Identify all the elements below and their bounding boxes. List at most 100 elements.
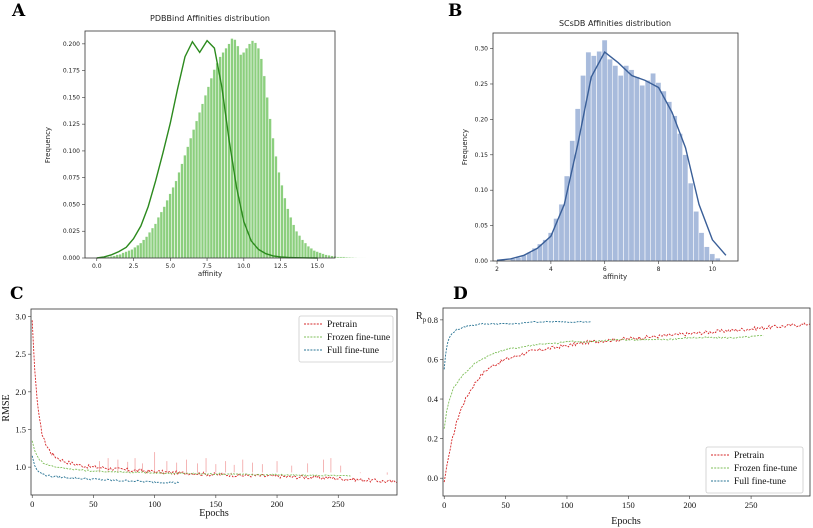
histogram-bar <box>206 86 210 259</box>
legend: Pretrain Frozen fine-tune Full fine-tune <box>705 446 804 494</box>
x-tick-label: 12.5 <box>274 263 288 270</box>
histogram-bar <box>280 185 284 259</box>
x-axis-label: Epochs <box>611 516 641 527</box>
histogram-bar <box>268 118 272 259</box>
histogram-bar <box>151 227 154 259</box>
histogram-bar <box>515 257 522 262</box>
series-line <box>443 322 811 483</box>
series-line <box>31 440 351 477</box>
histogram-bar <box>650 73 656 262</box>
histogram-bar <box>342 256 346 259</box>
legend-label: Frozen fine-tune <box>734 463 797 474</box>
x-tick-label: 150 <box>622 500 635 510</box>
y-axis-label-sub: p <box>423 316 427 324</box>
legend-label: Pretrain <box>327 320 357 330</box>
histogram-bar <box>318 252 322 259</box>
histogram-bar <box>248 43 252 259</box>
kde-curve <box>496 51 727 261</box>
line-chart-rp: 0 50 100 150 200 250 0.0 0.2 0.4 0.6 0.8 Epochs Rp… <box>416 307 811 527</box>
x-tick-label: 0.0 <box>92 263 102 270</box>
histogram-bar <box>168 193 172 259</box>
y-tick-label: 3.0 <box>15 312 26 322</box>
y-tick-label: 0.100 <box>63 148 80 155</box>
x-tick-label: 50 <box>501 500 510 510</box>
plot-frame <box>492 32 739 262</box>
histogram-bar <box>345 256 349 259</box>
series-line <box>31 455 180 484</box>
series-line <box>443 320 592 370</box>
histogram-bar <box>277 172 281 259</box>
histogram-bar <box>233 39 237 259</box>
chart-title: PDBBind Affinities distribution <box>150 14 270 23</box>
histogram-bar <box>591 55 597 262</box>
x-tick-label: 250 <box>332 499 345 509</box>
histogram-bar <box>153 223 157 259</box>
histogram-bar <box>209 77 213 259</box>
y-tick-label: 0.30 <box>475 46 489 53</box>
histogram-bar <box>677 133 683 262</box>
histogram-bar <box>698 232 705 262</box>
y-tick-label: 0.00 <box>475 258 489 265</box>
y-axis-label: Frequency <box>44 127 52 163</box>
histogram-bar <box>580 75 586 262</box>
histogram-bar <box>688 182 694 262</box>
histogram-bar <box>644 80 651 262</box>
histogram-bar <box>693 211 699 262</box>
y-tick-label: 0.8 <box>427 315 438 325</box>
histogram-bar <box>295 231 299 259</box>
y-tick-label: 2.5 <box>15 349 26 359</box>
legend-label: Full fine-tune <box>734 476 786 487</box>
axis-ticks: 0 50 100 150 200 250 1.0 1.5 2.0 2.5 3.0 <box>15 312 344 509</box>
histogram-bar <box>142 239 146 259</box>
legend-label: Frozen fine-tune <box>327 332 390 343</box>
histogram-bar <box>564 175 570 262</box>
y-tick-label: 0.6 <box>427 354 438 364</box>
y-tick-label: 0.000 <box>63 255 80 262</box>
histogram-bar <box>283 197 287 259</box>
histogram-bar <box>306 246 310 259</box>
x-tick-label: 15.0 <box>311 263 325 270</box>
chart-title: SCsDB Affinities distribution <box>559 19 671 28</box>
y-tick-label: 0.15 <box>475 152 489 159</box>
histogram-bar <box>661 90 667 262</box>
histogram-bar <box>242 52 246 259</box>
histogram-bar <box>174 180 178 259</box>
histogram-bar <box>601 39 608 262</box>
histogram-bar <box>628 69 635 262</box>
legend-box <box>705 446 804 494</box>
y-tick-label: 0.25 <box>475 81 489 88</box>
histogram-bar <box>607 59 613 262</box>
histogram-bar <box>292 224 296 259</box>
plot-frame <box>442 307 811 497</box>
y-tick-label: 0.175 <box>63 68 80 75</box>
histogram-bar <box>156 217 160 259</box>
panel-letter-d: D <box>453 284 468 304</box>
kde-curve <box>96 39 318 259</box>
x-tick-label: 10 <box>709 266 717 273</box>
histogram-bar <box>327 255 331 259</box>
histogram-bar <box>574 108 581 262</box>
x-tick-label: 250 <box>745 500 758 510</box>
histogram-bar <box>271 137 275 259</box>
plot-frame <box>30 308 398 496</box>
x-tick-label: 200 <box>683 500 696 510</box>
x-tick-label: 0 <box>30 499 34 509</box>
histogram-bar <box>236 45 240 259</box>
histogram-bar <box>596 51 602 262</box>
histogram-bar <box>139 242 143 259</box>
x-tick-label: 150 <box>209 499 222 509</box>
y-tick-label: 0.150 <box>63 94 80 101</box>
histogram-bar <box>339 256 343 259</box>
histogram-bar <box>159 211 163 259</box>
x-tick-label: 200 <box>271 499 284 509</box>
histogram-bar <box>192 129 196 259</box>
histogram-bar <box>666 101 672 262</box>
y-tick-label: 0.4 <box>427 394 438 404</box>
histogram-bar <box>558 204 565 262</box>
y-tick-label: 1.5 <box>15 424 26 434</box>
histogram-bar <box>348 257 352 259</box>
histogram-bar <box>256 47 260 259</box>
line-chart-rmse: 0 50 100 150 200 250 1.0 1.5 2.0 2.5 3.0 Epochs RM… <box>1 308 398 519</box>
histogram-bar <box>655 82 662 262</box>
